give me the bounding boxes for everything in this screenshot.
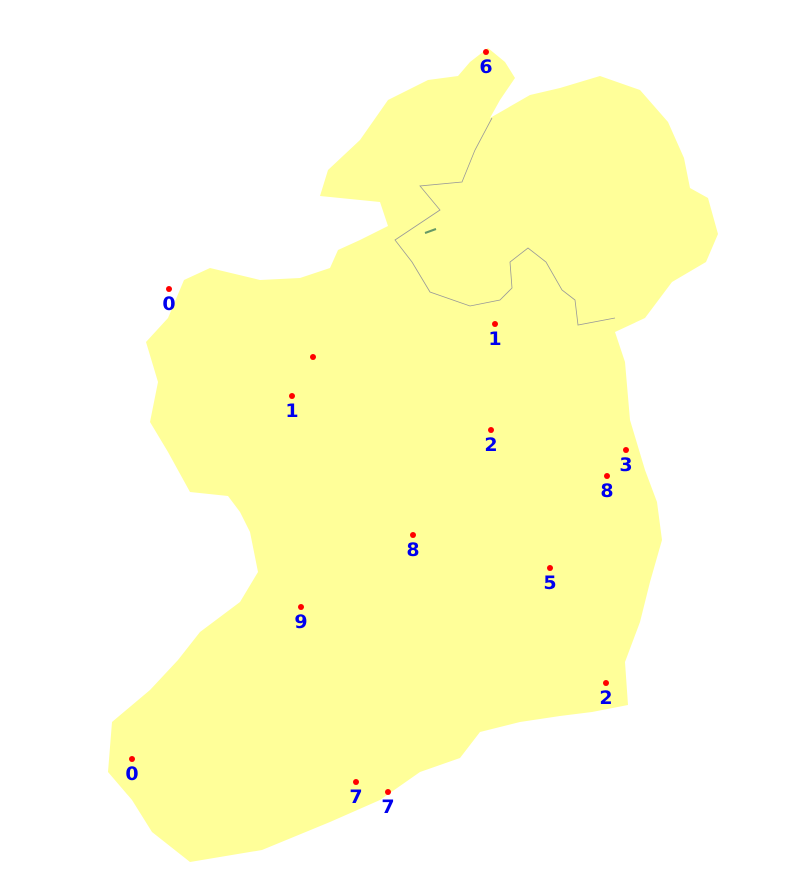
marker-label: 0 <box>162 293 175 315</box>
marker-label: 9 <box>294 611 307 633</box>
map-marker[interactable] <box>547 565 553 571</box>
marker-label: 2 <box>484 434 497 456</box>
map-marker[interactable] <box>623 447 629 453</box>
marker-label: 8 <box>406 539 419 561</box>
ireland-landmass <box>108 48 718 862</box>
map-marker[interactable] <box>385 789 391 795</box>
map-marker[interactable] <box>310 354 316 360</box>
map-marker[interactable] <box>492 321 498 327</box>
map-marker[interactable] <box>604 473 610 479</box>
map-marker[interactable] <box>129 756 135 762</box>
map-marker[interactable] <box>166 286 172 292</box>
marker-label: 1 <box>285 400 298 422</box>
map-marker[interactable] <box>488 427 494 433</box>
map-marker[interactable] <box>353 779 359 785</box>
marker-label: 3 <box>619 454 632 476</box>
marker-label: 7 <box>381 796 394 818</box>
marker-label: 8 <box>600 480 613 502</box>
marker-label: 7 <box>349 786 362 808</box>
marker-label: 0 <box>125 763 138 785</box>
map-marker[interactable] <box>483 49 489 55</box>
marker-label: 1 <box>488 328 501 350</box>
lough-erne <box>424 228 437 234</box>
map-marker[interactable] <box>289 393 295 399</box>
northern-ireland-border <box>394 117 616 326</box>
map-marker[interactable] <box>410 532 416 538</box>
marker-label: 5 <box>543 572 556 594</box>
map-marker[interactable] <box>298 604 304 610</box>
marker-label: 6 <box>479 56 492 78</box>
marker-label: 2 <box>599 687 612 709</box>
map-marker[interactable] <box>603 680 609 686</box>
